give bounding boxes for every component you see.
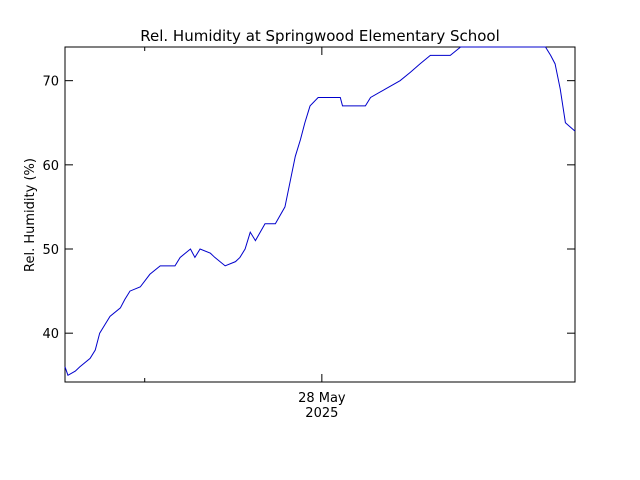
x-tick-label: 28 May 2025 [298, 391, 346, 421]
y-axis-label: Rel. Humidity (%) [23, 158, 38, 272]
chart-title: Rel. Humidity at Springwood Elementary S… [140, 27, 500, 45]
data-line [64, 46, 576, 376]
plot-frame [64, 46, 576, 383]
y-tick-label: 60 [42, 159, 59, 174]
y-tick-label: 50 [42, 243, 59, 258]
y-tick-label: 70 [42, 75, 59, 90]
y-tick-label: 40 [42, 327, 59, 342]
